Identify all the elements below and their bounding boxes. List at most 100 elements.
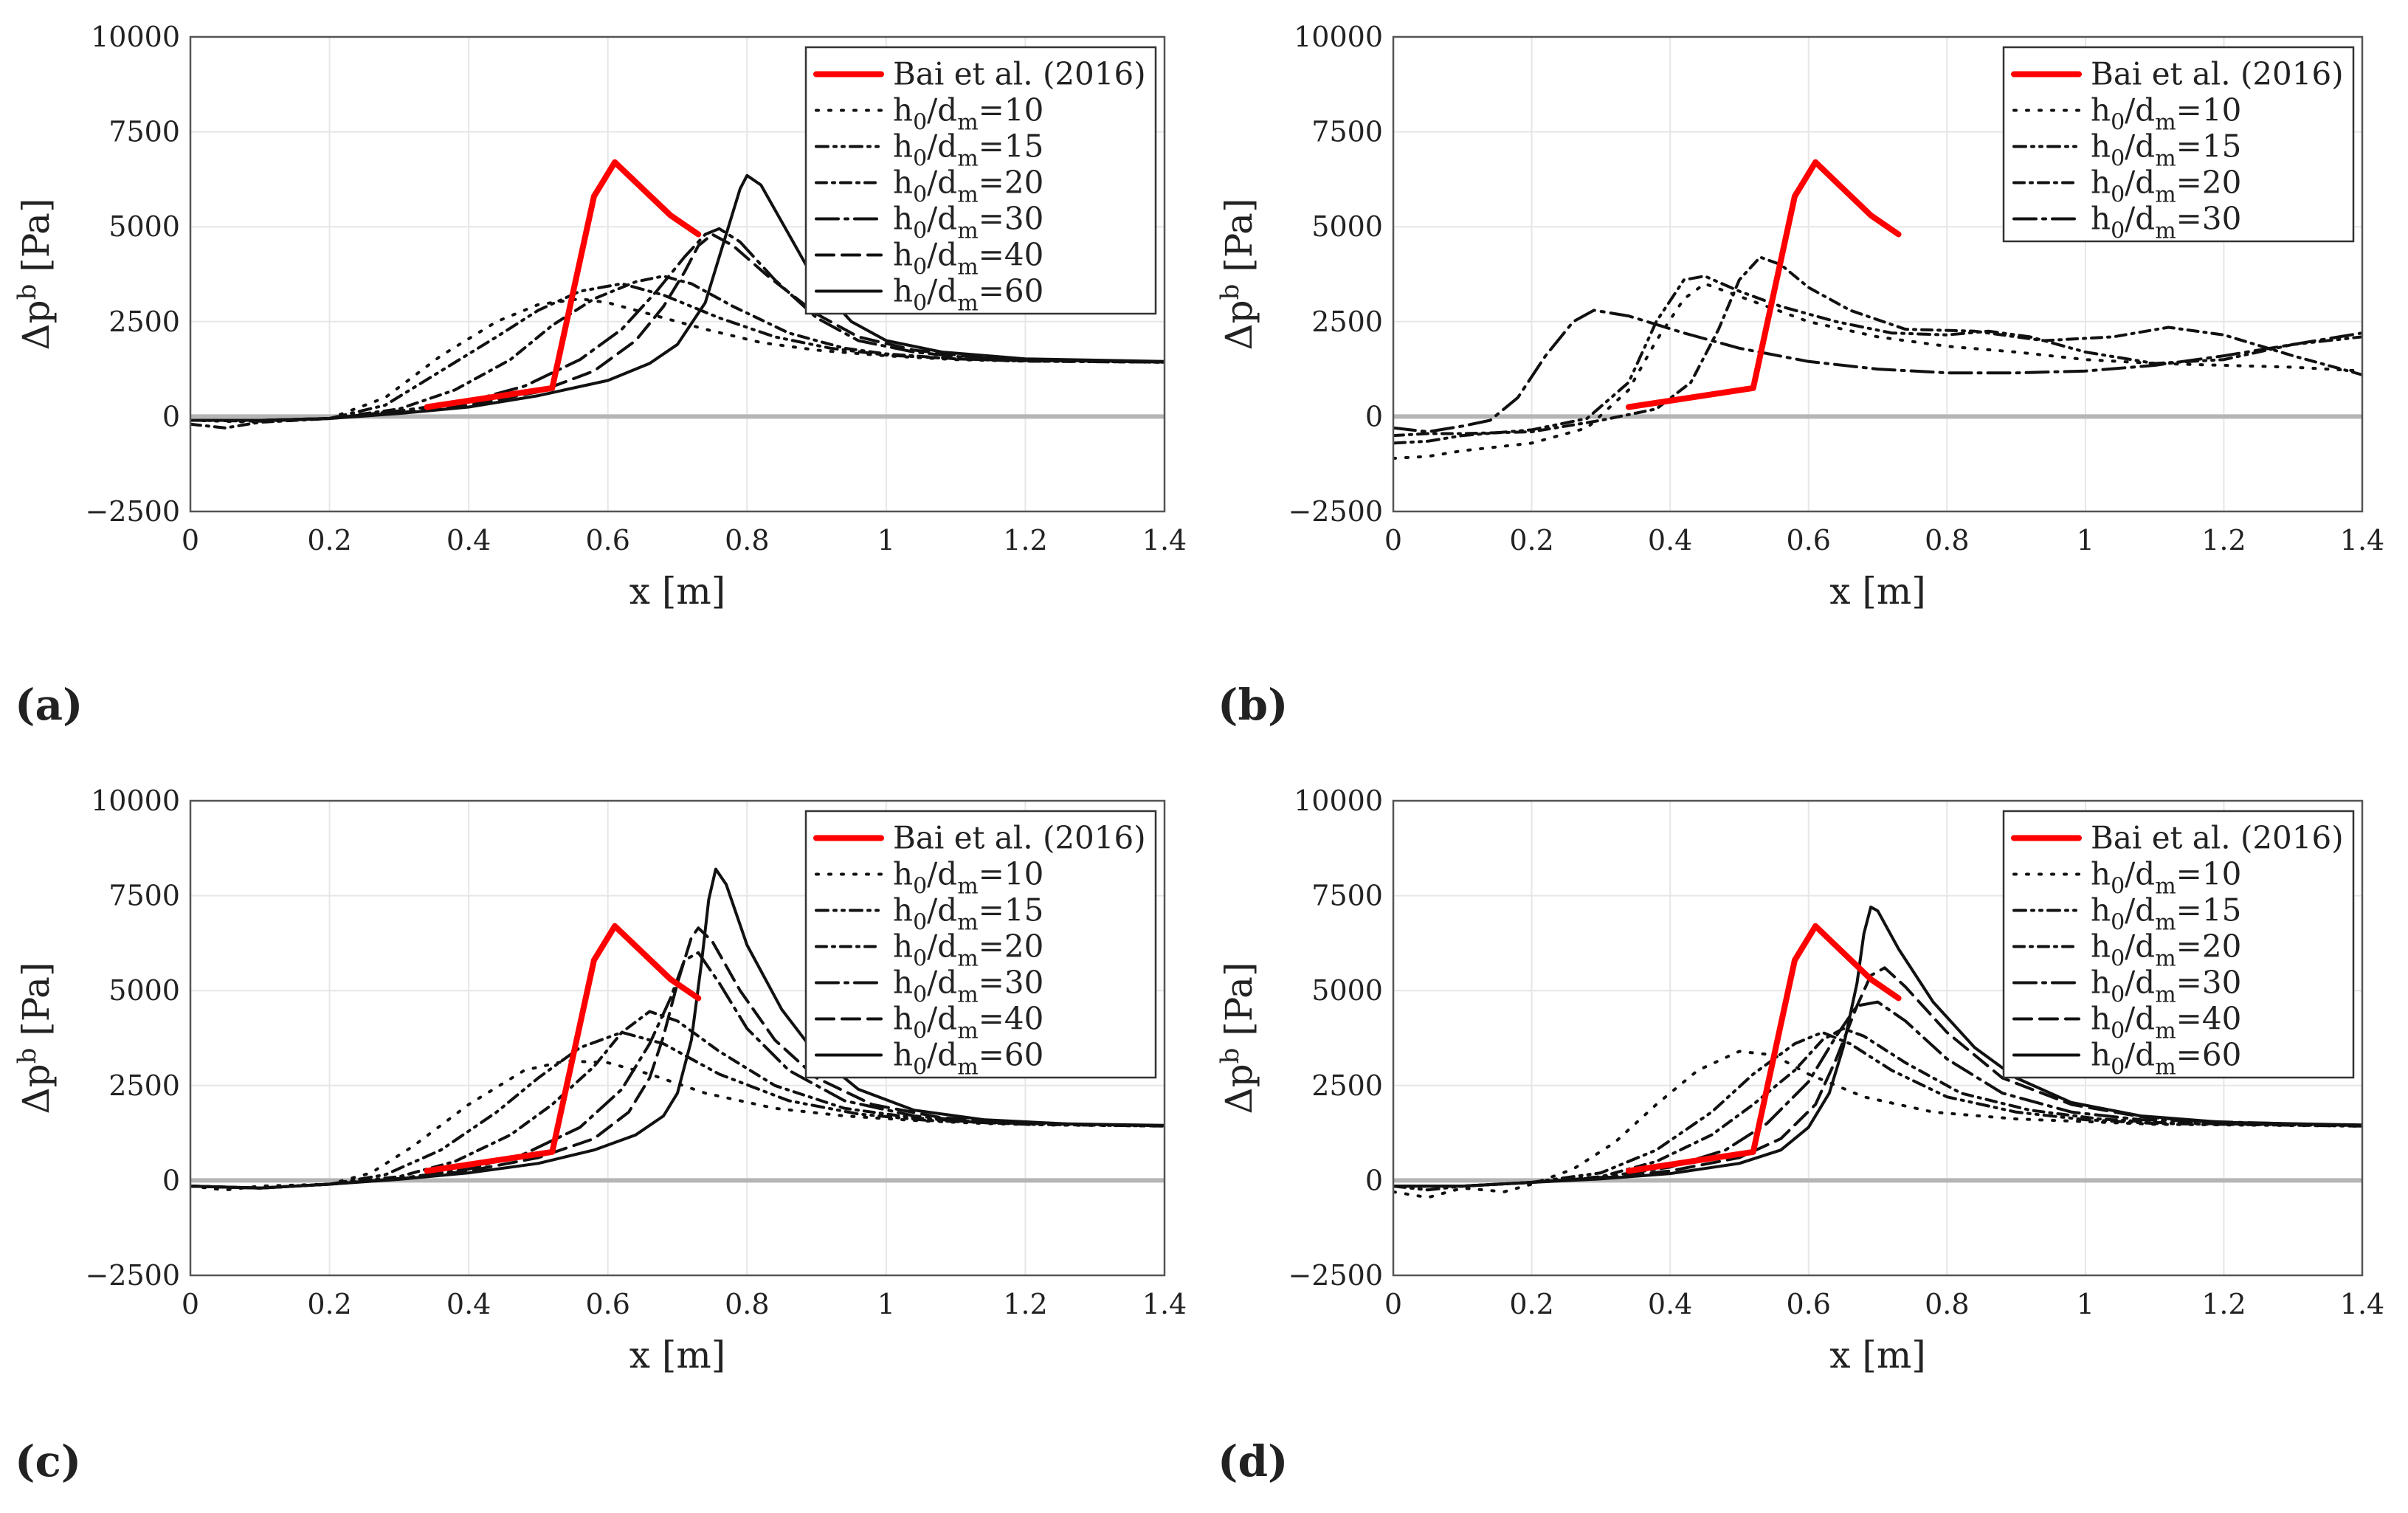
- legend-entry: h0/dm=30: [893, 201, 1043, 244]
- y-tick-label: 0: [1365, 1164, 1383, 1196]
- y-tick-label: 2500: [1311, 306, 1383, 338]
- series-line-h0-dm-30: [190, 227, 1165, 422]
- legend-entry: Bai et al. (2016): [893, 56, 1146, 92]
- series-line-h0-dm-10: [1393, 1050, 2362, 1199]
- x-tick-label: 1.4: [2340, 524, 2384, 556]
- legend-entry: h0/dm=30: [893, 965, 1043, 1008]
- panel-label: (b): [1218, 680, 1288, 730]
- series-line-h0-dm-60: [190, 867, 1165, 1190]
- y-tick-label: 5000: [1311, 974, 1383, 1007]
- y-tick-label: 10000: [91, 785, 180, 817]
- legend-box: [2002, 46, 2355, 243]
- legend-entry: h0/dm=10: [2091, 92, 2241, 136]
- x-tick-label: 1.4: [2340, 1288, 2384, 1320]
- x-tick-label: 1: [877, 524, 895, 556]
- y-axis-label: Δpb [Pa]: [1215, 962, 1260, 1114]
- y-tick-label: −2500: [85, 495, 180, 528]
- series-line-h0-dm-15: [1393, 1030, 2362, 1192]
- x-tick-label: 0.8: [1925, 524, 1969, 556]
- x-tick-label: 1.2: [2201, 1288, 2246, 1320]
- plot-frame: [1392, 35, 2364, 513]
- legend: Bai et al. (2016)h0/dm=10h0/dm=15h0/dm=2…: [2002, 810, 2355, 1081]
- x-tick-label: 0.4: [1648, 1288, 1692, 1320]
- series-line-h0-dm-60: [190, 173, 1165, 422]
- legend-box: [2002, 810, 2355, 1079]
- series-line-bai-et-al-2016-: [1625, 923, 1902, 1174]
- legend-entry: Bai et al. (2016): [2091, 820, 2344, 856]
- legend-entry: Bai et al. (2016): [893, 820, 1146, 856]
- y-tick-label: 10000: [91, 21, 180, 53]
- series-line-bai-et-al-2016-: [424, 159, 702, 410]
- series-line-h0-dm-15: [1393, 275, 2362, 445]
- y-tick-label: 0: [162, 400, 180, 432]
- legend-entry: h0/dm=30: [2091, 201, 2241, 244]
- x-tick-label: 0.4: [446, 1288, 491, 1320]
- x-axis-label: x [m]: [1829, 1334, 1926, 1376]
- legend-entry: h0/dm=10: [2091, 856, 2241, 900]
- x-tick-label: 0.4: [446, 524, 491, 556]
- x-axis-label: x [m]: [629, 570, 726, 613]
- x-tick-label: 1: [2077, 1288, 2094, 1320]
- y-tick-label: 2500: [1311, 1069, 1383, 1102]
- y-tick-label: 2500: [108, 1069, 180, 1102]
- series-line-bai-et-al-2016-: [1625, 159, 1902, 410]
- legend-entry: h0/dm=40: [893, 1001, 1043, 1044]
- legend-entry: h0/dm=40: [2091, 1001, 2241, 1044]
- legend-entry: h0/dm=20: [893, 165, 1043, 208]
- chart-panel-b: 0 0.2 0.4 0.6 0.8 1 1.2 1.4−2500025005000750010…: [1215, 21, 2384, 730]
- legend-entry: h0/dm=30: [2091, 965, 2241, 1008]
- y-tick-label: 0: [1365, 400, 1383, 432]
- x-axis-label: x [m]: [1829, 570, 1926, 613]
- plot-frame: [1392, 799, 2364, 1277]
- x-tick-label: 0: [182, 524, 199, 556]
- x-tick-label: 1: [2077, 524, 2094, 556]
- y-tick-label: 0: [162, 1164, 180, 1196]
- x-tick-label: 0: [1384, 524, 1402, 556]
- x-tick-label: 0.2: [1509, 524, 1553, 556]
- y-tick-label: 5000: [108, 210, 180, 243]
- x-tick-label: 0.2: [307, 524, 351, 556]
- x-tick-label: 0.6: [1786, 1288, 1830, 1320]
- legend-entry: h0/dm=15: [2091, 892, 2241, 936]
- x-tick-label: 0.6: [585, 1288, 629, 1320]
- x-tick-label: 0: [182, 1288, 199, 1320]
- x-tick-label: 1.2: [2201, 524, 2246, 556]
- y-tick-label: 10000: [1294, 785, 1383, 817]
- legend-entry: h0/dm=15: [2091, 128, 2241, 172]
- y-tick-label: −2500: [1288, 1259, 1383, 1292]
- x-tick-label: 0.8: [1925, 1288, 1969, 1320]
- panel-label: (d): [1218, 1436, 1288, 1486]
- legend: Bai et al. (2016)h0/dm=10h0/dm=15h0/dm=2…: [804, 46, 1157, 317]
- plot-frame: [189, 799, 1166, 1277]
- panel-label: (c): [15, 1436, 81, 1486]
- x-tick-label: 0.6: [1786, 524, 1830, 556]
- legend-entry: h0/dm=15: [893, 892, 1043, 936]
- y-tick-label: 7500: [108, 116, 180, 148]
- y-tick-label: 7500: [1311, 116, 1383, 148]
- x-tick-label: 0.6: [585, 524, 629, 556]
- y-axis-label: Δpb [Pa]: [1215, 198, 1260, 350]
- legend-box: [804, 810, 1157, 1079]
- legend-entry: h0/dm=10: [893, 856, 1043, 900]
- chart-panel-d: 0 0.2 0.4 0.6 0.8 1 1.2 1.4−2500025005000750010…: [1215, 785, 2384, 1486]
- y-tick-label: −2500: [1288, 495, 1383, 528]
- legend: Bai et al. (2016)h0/dm=10h0/dm=15h0/dm=2…: [2002, 46, 2355, 244]
- y-tick-label: 7500: [1311, 880, 1383, 912]
- legend-entry: h0/dm=60: [893, 273, 1043, 317]
- y-axis-label: Δpb [Pa]: [13, 198, 58, 350]
- x-tick-label: 1.2: [1003, 524, 1047, 556]
- legend: Bai et al. (2016)h0/dm=10h0/dm=15h0/dm=2…: [804, 810, 1157, 1081]
- series-line-h0-dm-60: [1393, 906, 2362, 1188]
- y-tick-label: −2500: [85, 1259, 180, 1292]
- x-tick-label: 1.2: [1003, 1288, 1047, 1320]
- series-line-h0-dm-15: [190, 1030, 1165, 1190]
- panel-label: (a): [15, 680, 83, 730]
- y-axis-label: Δpb [Pa]: [13, 962, 58, 1114]
- series-line-h0-dm-20: [1393, 255, 2362, 438]
- legend-entry: h0/dm=60: [893, 1037, 1043, 1081]
- series-line-h0-dm-10: [1393, 282, 2362, 460]
- chart-panel-a: 0 0.2 0.4 0.6 0.8 1 1.2 1.4−2500025005000750010…: [13, 21, 1187, 730]
- x-tick-label: 0.2: [307, 1288, 351, 1320]
- x-tick-label: 0.8: [725, 1288, 769, 1320]
